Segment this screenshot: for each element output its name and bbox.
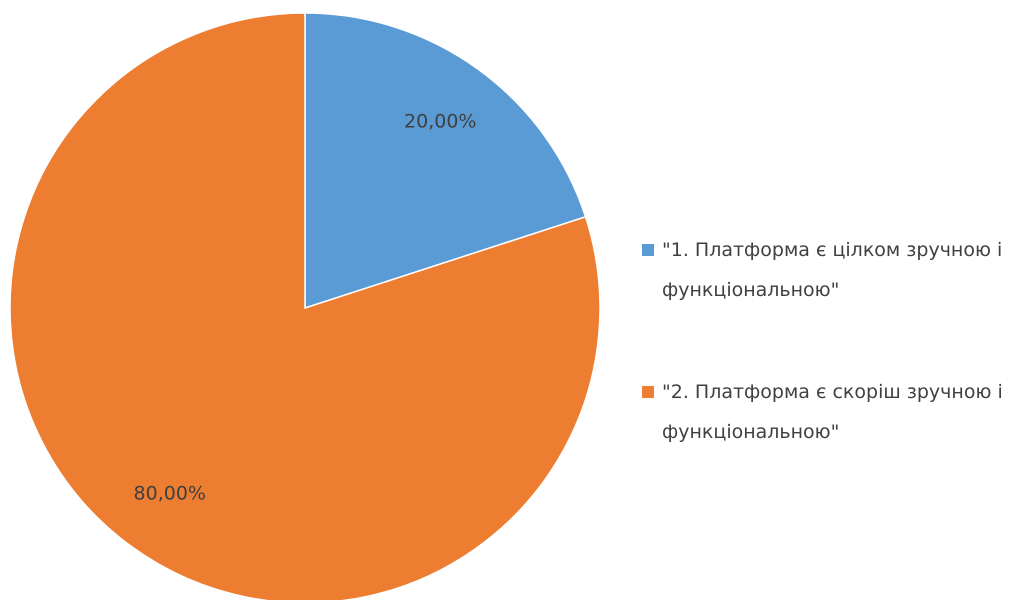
pie-slice <box>304 12 587 310</box>
pie-area: 20,00% 80,00% <box>9 12 601 600</box>
legend-item: "1. Платформа є цілком зручною і функціо… <box>642 230 1022 310</box>
legend-label: "1. Платформа є цілком зручною і функціо… <box>662 239 1003 301</box>
slice-label: 80,00% <box>134 483 206 505</box>
legend-swatch <box>642 386 654 398</box>
legend-item: "2. Платформа є скоріш зручною і функціо… <box>642 372 1022 452</box>
pie-slice <box>9 12 601 600</box>
legend-swatch <box>642 244 654 256</box>
slice-label: 20,00% <box>404 110 476 132</box>
legend-label: "2. Платформа є скоріш зручною і функціо… <box>662 381 1003 443</box>
